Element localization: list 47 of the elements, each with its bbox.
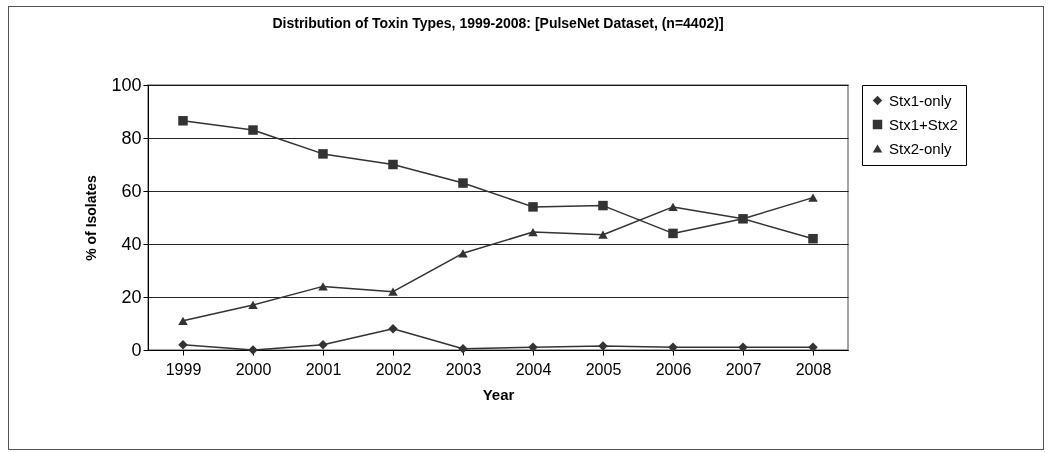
point (458, 178, 468, 188)
point (668, 228, 678, 239)
legend-label: Stx1+Stx2 (889, 115, 958, 133)
x-tick-label: 2006 (655, 360, 692, 378)
point (598, 230, 608, 239)
point (668, 342, 678, 353)
point (738, 342, 748, 353)
y-tick-label: 20 (121, 286, 142, 307)
x-tick-label: 2001 (305, 360, 342, 378)
x-tick-label: 2004 (515, 360, 552, 378)
point (528, 227, 538, 237)
point (178, 339, 188, 350)
point (808, 193, 818, 202)
point (318, 339, 328, 350)
x-tick-label: 2007 (725, 360, 762, 378)
x-axis-title: Year (482, 385, 515, 403)
point (318, 149, 328, 159)
point (808, 342, 818, 353)
x-tick-label: 2008 (795, 360, 832, 378)
y-tick-label: 100 (111, 74, 142, 95)
legend-label: Stx2-only (889, 139, 953, 157)
point (458, 249, 468, 258)
point (248, 300, 258, 310)
chart-title: Distribution of Toxin Types, 1999-2008: [PulseNet Dataset, (n=4402)] (272, 15, 724, 31)
point (178, 116, 188, 126)
legend-label: Stx1-only (889, 91, 953, 109)
point (388, 159, 398, 170)
point (248, 125, 258, 135)
point (458, 343, 468, 354)
x-tick-label: 1999 (165, 360, 202, 378)
x-tick-label: 2005 (585, 360, 622, 378)
y-axis-title: % of Isolates (83, 175, 100, 261)
point (528, 342, 538, 353)
x-tick-label: 2003 (445, 360, 482, 378)
point (668, 202, 678, 212)
point (178, 316, 188, 325)
point (808, 233, 818, 244)
y-tick-label: 80 (121, 127, 142, 148)
point (528, 202, 538, 212)
y-tick-label: 40 (121, 233, 142, 254)
point (388, 287, 398, 296)
x-tick-label: 2000 (235, 360, 272, 378)
y-tick-label: 60 (121, 180, 142, 201)
x-tick-label: 2002 (375, 360, 412, 378)
point (598, 200, 608, 211)
y-tick-label: 0 (131, 339, 142, 360)
point (318, 282, 328, 291)
